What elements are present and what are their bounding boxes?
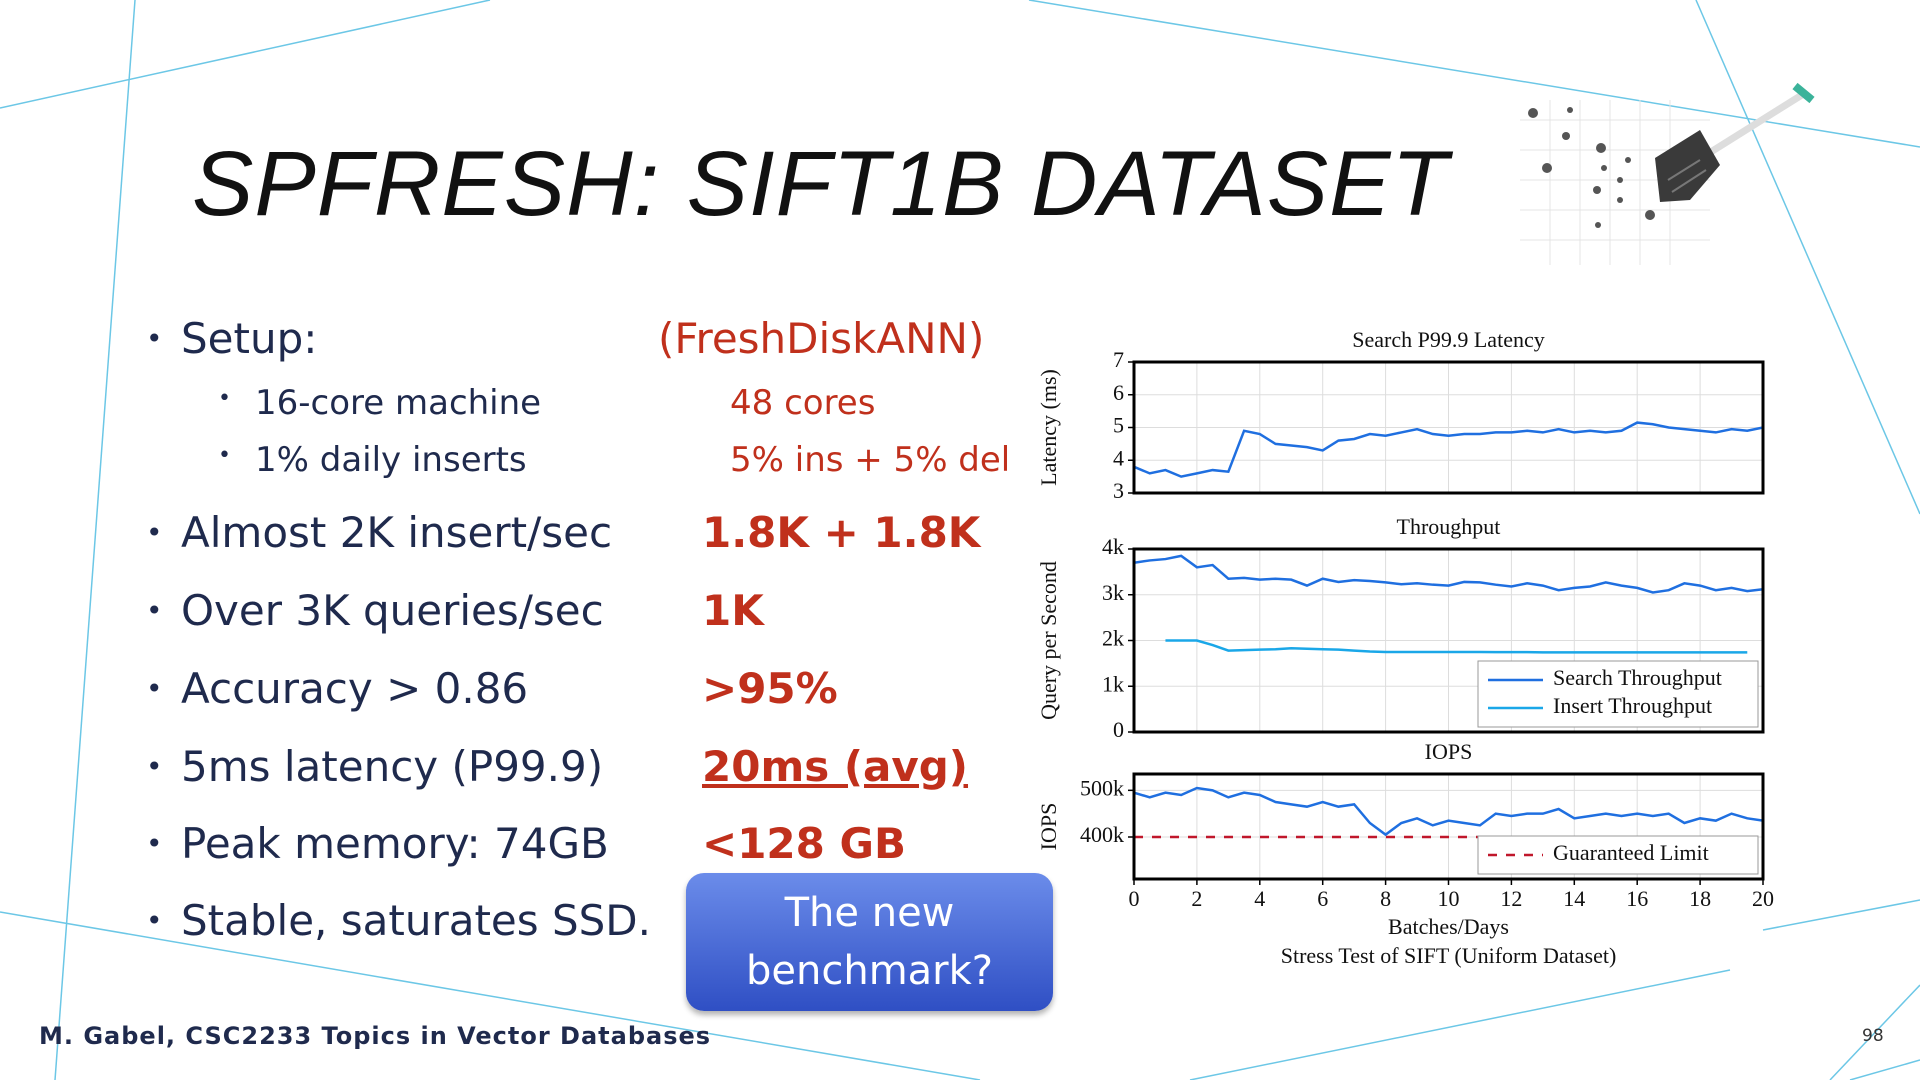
y-tick-label: 3: [1113, 478, 1124, 503]
y-tick-label: 400k: [1080, 822, 1124, 847]
data-line: [1133, 786, 1764, 837]
bullet-text: Accuracy > 0.86: [181, 664, 529, 713]
plot-frame: [1132, 547, 1765, 734]
page-number: 98: [1862, 1026, 1884, 1046]
footer: M. Gabel, CSC2233 Topics in Vector Datab…: [39, 1022, 712, 1050]
legend-label: Insert Throughput: [1553, 693, 1712, 718]
bullet-dot: •: [146, 516, 163, 549]
callout: The new benchmark?: [686, 873, 1053, 1011]
bullet-dot: •: [146, 322, 163, 355]
x-tick-label: 20: [1752, 886, 1774, 911]
y-tick-label: 4k: [1102, 534, 1124, 559]
bullet-dot: •: [146, 750, 163, 783]
y-tick-label: 1k: [1102, 671, 1124, 696]
x-axis-label: Batches/Days: [1388, 914, 1509, 939]
legend-box: [1477, 660, 1759, 728]
x-tick-label: 16: [1626, 886, 1648, 911]
y-tick-label: 5: [1113, 413, 1124, 438]
x-tick-label: 6: [1317, 886, 1328, 911]
legend-label: Search Throughput: [1553, 665, 1722, 690]
bullet-dot: •: [218, 386, 231, 411]
comparison-text: (FreshDiskANN): [658, 314, 985, 363]
slide-title: SPFRESH: SIFT1B DATASET: [192, 133, 1449, 235]
bullet-dot: •: [146, 594, 163, 627]
y-tick-label: 7: [1113, 347, 1124, 372]
y-tick-label: 0: [1113, 717, 1124, 742]
x-tick-label: 8: [1380, 886, 1391, 911]
plot-frame: [1132, 772, 1765, 881]
chart-title: Search P99.9 Latency: [1352, 327, 1544, 352]
comparison-text: 5% ins + 5% del: [730, 440, 1011, 480]
chart-title: IOPS: [1425, 739, 1473, 764]
data-line: [1133, 554, 1764, 594]
comparison-text: 1.8K + 1.8K: [702, 508, 981, 557]
bullet-dot: •: [146, 672, 163, 705]
y-axis-label: IOPS: [1036, 803, 1061, 851]
bullet-text: Almost 2K insert/sec: [181, 508, 613, 557]
comparison-text: 1K: [702, 586, 764, 635]
x-tick-label: 14: [1563, 886, 1585, 911]
chart-title: Throughput: [1397, 514, 1501, 539]
bullet-text: 16-core machine: [255, 383, 542, 423]
bullet-text: 5ms latency (P99.9): [181, 742, 604, 791]
y-tick-label: 4: [1113, 445, 1124, 470]
x-tick-label: 4: [1254, 886, 1265, 911]
y-tick-label: 3k: [1102, 580, 1124, 605]
bullet-text: Stable, saturates SSD.: [181, 896, 651, 945]
comparison-text: <128 GB: [702, 819, 906, 868]
comparison-text: >95%: [702, 664, 838, 713]
x-tick-label: 0: [1129, 886, 1140, 911]
y-axis-label: Query per Second: [1036, 561, 1061, 720]
x-tick-label: 2: [1191, 886, 1202, 911]
bullet-text: Setup:: [181, 314, 318, 363]
bullet-dot: •: [218, 443, 231, 468]
y-axis-label: Latency (ms): [1036, 369, 1061, 486]
data-line: [1165, 639, 1748, 654]
bullet-text: Peak memory: 74GB: [181, 819, 609, 868]
plot-frame: [1132, 360, 1765, 495]
legend-label: Guaranteed Limit: [1553, 840, 1709, 865]
shovel-icon: [1520, 82, 1815, 265]
bullet-text: 1% daily inserts: [255, 440, 527, 480]
bullet-text: Over 3K queries/sec: [181, 586, 604, 635]
y-tick-label: 6: [1113, 380, 1124, 405]
figure-caption: Stress Test of SIFT (Uniform Dataset): [1281, 943, 1617, 968]
comparison-text: 20ms (avg): [702, 742, 969, 791]
x-tick-label: 10: [1438, 886, 1460, 911]
x-tick-label: 12: [1500, 886, 1522, 911]
bullet-dot: •: [146, 904, 163, 937]
y-tick-label: 2k: [1102, 626, 1124, 651]
data-line: [1133, 421, 1764, 478]
bullet-dot: •: [146, 827, 163, 860]
x-tick-label: 18: [1689, 886, 1711, 911]
y-tick-label: 500k: [1080, 775, 1124, 800]
comparison-text: 48 cores: [730, 383, 876, 423]
